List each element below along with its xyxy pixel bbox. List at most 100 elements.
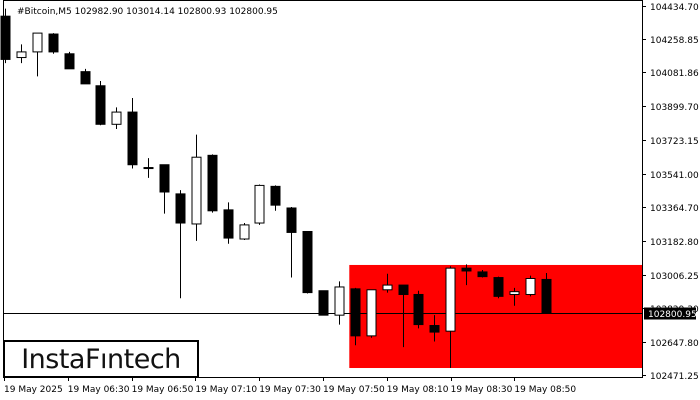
candle-body-bearish [64,53,75,70]
y-axis: 104434.70 104258.85 104081.86 103899.70 1037… [642,3,699,382]
x-tick-label: 19 May 08:10 [387,385,449,395]
candle-body-bearish [493,277,504,297]
y-tick-label: 104258.85 [650,36,699,46]
candle [525,275,536,297]
candle-body-bearish [413,293,424,326]
x-tick-label: 19 May 2025 [4,385,63,395]
candle-body-bearish [175,193,186,224]
candle [429,315,440,342]
candle [0,8,11,64]
candle [413,290,424,329]
candle [95,81,106,126]
candle-body-bearish [159,164,170,193]
candle-body-bullish [16,51,27,59]
candle-body-bullish [445,267,456,332]
logo-text: InstaFıntech [21,343,181,375]
current-price-tag-background [644,307,696,320]
candle [127,97,138,169]
y-tick-label: 104081.86 [650,69,699,79]
candle-body-bullish [254,184,265,224]
y-tick-label: 103182.80 [650,238,699,248]
candle [445,266,456,368]
y-tick-label: 104434.70 [650,3,699,13]
chart-title: #Bitcoin,M5 102982.90 103014.14 102800.9… [17,7,278,17]
candle [254,184,265,225]
candle-body-bullish [239,224,250,240]
instafintech-logo: InstaFıntech [3,340,199,378]
candle [207,154,218,213]
candle [32,32,43,77]
y-tick-label: 103006.25 [650,272,699,282]
candle-body-bullish [32,32,43,53]
candle-body-bearish [207,154,218,212]
candle-body-bearish [461,267,472,272]
candle [302,230,313,294]
y-tick-label: 103364.70 [650,204,699,214]
candle [334,281,345,325]
candle [111,107,122,130]
candle-body-bullish [143,167,154,170]
candle-body-bearish [270,185,281,206]
candle [64,51,75,70]
candle-body-bearish [286,207,297,233]
candle-body-bullish [509,291,520,295]
y-tick-label: 103899.70 [650,103,699,113]
candle [80,68,91,85]
y-tick-label: 103723.15 [650,137,699,147]
candle-body-bearish [0,15,11,60]
candle [270,185,281,211]
candle [493,276,504,299]
candle [48,33,59,54]
candle-body-bearish [48,33,59,53]
candle [143,158,154,178]
candle-body-bearish [541,278,552,314]
candle [159,164,170,214]
candle [286,207,297,278]
candle-body-bearish [127,111,138,166]
current-price-label: 102800.95 [648,310,697,320]
x-tick-label: 19 May 07:10 [195,385,257,395]
candle [382,273,393,293]
candle [16,44,27,64]
candle-body-bullish [191,156,202,225]
x-tick-label: 19 May 07:50 [323,385,385,395]
candle [239,223,250,240]
candle-body-bullish [366,289,377,337]
candle [477,270,488,278]
candle-body-bullish [334,286,345,316]
candle [398,284,409,348]
candle [461,264,472,286]
candles-layer [0,8,552,368]
current-price-tag: 102800.95 [644,307,697,320]
x-tick-label: 19 May 07:30 [259,385,321,395]
x-tick-label: 19 May 08:50 [514,385,576,395]
y-tick-label: 102471.25 [650,372,699,382]
candle [366,289,377,338]
x-tick-label: 19 May 08:30 [451,385,513,395]
candle [223,202,234,244]
y-tick-label: 102647.80 [650,339,699,349]
candle [541,273,552,314]
x-axis: 19 May 2025 19 May 06:30 19 May 06:50 19 Ma… [4,377,576,395]
candle-body-bullish [382,284,393,291]
x-tick-label: 19 May 06:50 [132,385,194,395]
candle-body-bearish [318,290,329,316]
candle-body-bearish [350,288,361,337]
candle-body-bearish [302,230,313,294]
candle-body-bearish [80,71,91,85]
candle [191,134,202,241]
y-tick-label: 103541.00 [650,171,699,181]
candle-body-bearish [398,284,409,295]
candle-body-bearish [223,209,234,239]
candle [350,287,361,346]
x-tick-label: 19 May 06:30 [68,385,130,395]
candle-body-bearish [477,271,488,278]
candle-body-bullish [525,278,536,295]
candle [318,290,329,316]
candle-body-bearish [95,85,106,125]
candle-body-bullish [111,111,122,125]
candle-body-bearish [429,325,440,333]
candle [509,287,520,306]
candle [175,190,186,299]
